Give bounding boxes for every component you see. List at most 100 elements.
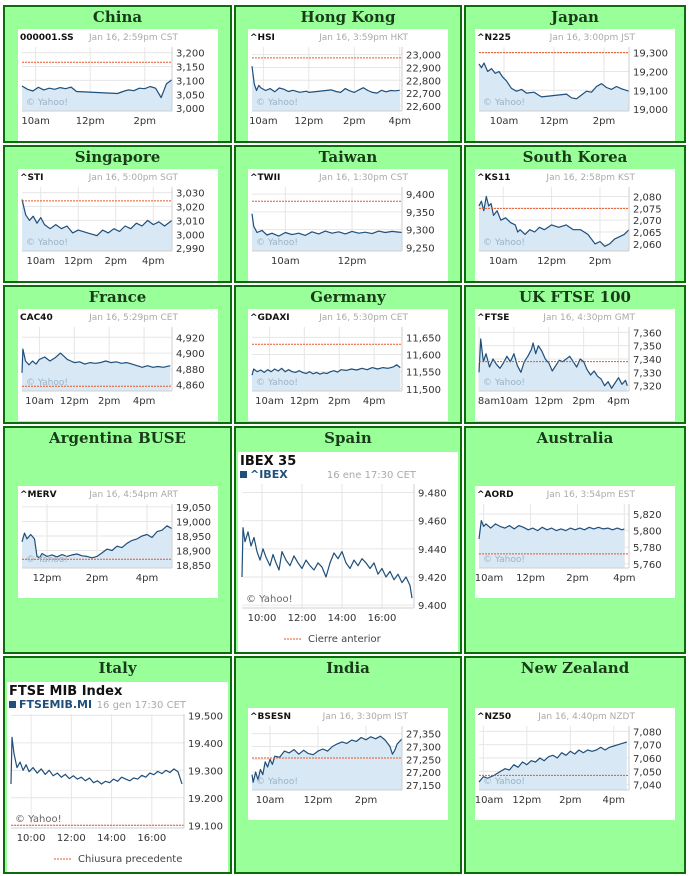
yahoo-watermark: © Yahoo! [246, 594, 293, 605]
x-tick-label: 2pm [105, 256, 127, 267]
x-tick-label: 12:00 [288, 613, 317, 624]
chart-card: ^AORD Jan 16, 3:54pm EST 5,820 5,800 5,780 5,… [475, 486, 675, 598]
y-tick-label: 27,350 [406, 730, 441, 741]
chart-card: ^STI Jan 16, 5:00pm SGT 3,030 3,020 3,010 3,0… [18, 169, 218, 281]
x-tick-label: 2pm [593, 116, 615, 127]
x-tick-label: 10am [489, 256, 518, 267]
y-tick-label: 19.100 [188, 821, 223, 832]
series-line [478, 338, 628, 389]
ticker-label: ^GDAXI [250, 313, 290, 323]
yahoo-watermark: © Yahoo! [483, 777, 525, 787]
x-tick-label: 12:00 [57, 833, 86, 844]
y-tick-label: 7,070 [633, 741, 662, 752]
y-tick-label: 19,300 [633, 49, 668, 60]
y-tick-label: 5,760 [633, 560, 662, 571]
market-panel: New Zealand ^NZ50 Jan 16, 4:40pm NZDT 7,080… [464, 656, 686, 874]
market-panel: Argentina BUSE ^MERV Jan 16, 4:54pm ART 19,… [3, 426, 232, 654]
market-panel: France CAC40 Jan 16, 5:29pm CET 4,920 4,900 4… [3, 285, 232, 424]
y-tick-label: 22,600 [406, 102, 441, 113]
market-panel: UK FTSE 100 ^FTSE Jan 16, 4:30pm GMT 7,360 7… [464, 285, 686, 424]
series-area [479, 339, 628, 391]
stock-chart: 000001.SS Jan 16, 2:59pm CST 3,200 3,150 3,1… [20, 33, 205, 127]
timestamp-label: Jan 16, 5:30pm CET [318, 313, 408, 323]
chart-card: ^FTSE Jan 16, 4:30pm GMT 7,360 7,350 7,340 7,… [475, 309, 675, 421]
y-tick-label: 19,000 [633, 105, 668, 116]
panel-title: Spain [324, 429, 372, 447]
stock-chart: ^NZ50 Jan 16, 4:40pm NZDT 7,080 7,070 7,060 7… [475, 712, 662, 806]
y-tick-label: 19.400 [188, 739, 223, 750]
series-area [252, 736, 402, 790]
stock-chart: ^AORD Jan 16, 3:54pm EST 5,820 5,800 5,780 5,… [475, 490, 662, 584]
x-tick-label: 10am [25, 396, 54, 407]
panel-title: Singapore [74, 148, 161, 166]
ticker-label: ^KS11 [477, 173, 511, 183]
timestamp-label: Jan 16, 4:54pm ART [88, 490, 178, 500]
series-line [478, 62, 630, 100]
y-tick-label: 7,320 [633, 382, 662, 393]
y-tick-label: 18,850 [176, 561, 211, 572]
yahoo-watermark: © Yahoo! [256, 777, 298, 787]
y-tick-label: 5,780 [633, 543, 662, 554]
series-line [478, 741, 627, 783]
ticker-label: ^AORD [477, 490, 514, 500]
yahoo-watermark: © Yahoo! [26, 238, 68, 248]
y-tick-label: 3,100 [176, 76, 205, 87]
y-tick-label: 27,150 [406, 781, 441, 792]
chart-card: ^GDAXI Jan 16, 5:30pm CET 11,650 11,600 11,5… [248, 309, 448, 421]
y-tick-label: 4,880 [176, 365, 205, 376]
series-line [241, 527, 413, 599]
market-panel: Italy FTSE MIB Index FTSEMIB.MI 16 gen 17:3… [3, 656, 232, 874]
timestamp-label: Jan 16, 3:59pm HKT [318, 33, 408, 43]
series-line [10, 736, 183, 785]
x-tick-label: 16:00 [368, 613, 397, 624]
panel-title: South Korea [522, 148, 628, 166]
y-tick-label: 9.400 [418, 601, 447, 612]
ticker-label: CAC40 [20, 313, 53, 323]
y-tick-label: 5,800 [633, 527, 662, 538]
x-tick-label: 12pm [290, 396, 319, 407]
x-tick-label: 10am [249, 116, 278, 127]
series-swatch [9, 701, 16, 708]
y-tick-label: 22,900 [406, 63, 441, 74]
x-tick-label: 2pm [86, 573, 108, 584]
y-tick-label: 3,020 [176, 202, 205, 213]
series-area [252, 66, 400, 111]
x-tick-label: 2pm [559, 795, 581, 806]
market-panel: Spain IBEX 35 ^IBEX 16 ene 17:30 CET 9.480 9.… [234, 426, 462, 654]
x-tick-label: 4pm [363, 396, 385, 407]
chart-card: ^N225 Jan 16, 3:00pm JST 19,300 19,200 19,10… [475, 29, 675, 141]
y-tick-label: 11,600 [406, 351, 441, 362]
chart-title: IBEX 35 [240, 454, 296, 469]
x-tick-label: 2pm [589, 256, 611, 267]
y-tick-label: 9.460 [418, 517, 447, 528]
y-tick-label: 27,200 [406, 768, 441, 779]
panel-title: Argentina BUSE [49, 429, 186, 447]
stock-chart: ^FTSE Jan 16, 4:30pm GMT 7,360 7,350 7,340 7,… [477, 313, 662, 407]
x-tick-label: 10am [500, 396, 529, 407]
y-tick-label: 19,200 [633, 67, 668, 78]
y-tick-label: 7,350 [633, 342, 662, 353]
ticker-label: ^MERV [20, 490, 57, 500]
series-line [478, 195, 630, 247]
y-tick-label: 3,200 [176, 49, 205, 60]
y-tick-label: 3,000 [176, 230, 205, 241]
x-tick-label: 4pm [603, 795, 625, 806]
panel-title: Hong Kong [300, 8, 396, 26]
y-tick-label: 22,800 [406, 76, 441, 87]
y-tick-label: 4,900 [176, 349, 205, 360]
y-tick-label: 9.440 [418, 545, 447, 556]
ticker-label: ^NZ50 [477, 712, 511, 722]
ticker-label: ^FTSE [477, 313, 509, 323]
x-tick-label: 10:00 [248, 613, 277, 624]
x-tick-label: 14:00 [328, 613, 357, 624]
series-swatch [240, 471, 247, 478]
y-tick-label: 2,080 [633, 192, 662, 203]
y-tick-label: 19,050 [176, 503, 211, 514]
y-tick-label: 7,360 [633, 328, 662, 339]
chart-card: ^KS11 Jan 16, 2:58pm KST 2,080 2,075 2,070 2,… [475, 169, 675, 281]
timestamp-label: Jan 16, 4:30pm GMT [542, 313, 635, 323]
ticker-label: ^N225 [477, 33, 511, 43]
panel-title: Taiwan [318, 148, 378, 166]
